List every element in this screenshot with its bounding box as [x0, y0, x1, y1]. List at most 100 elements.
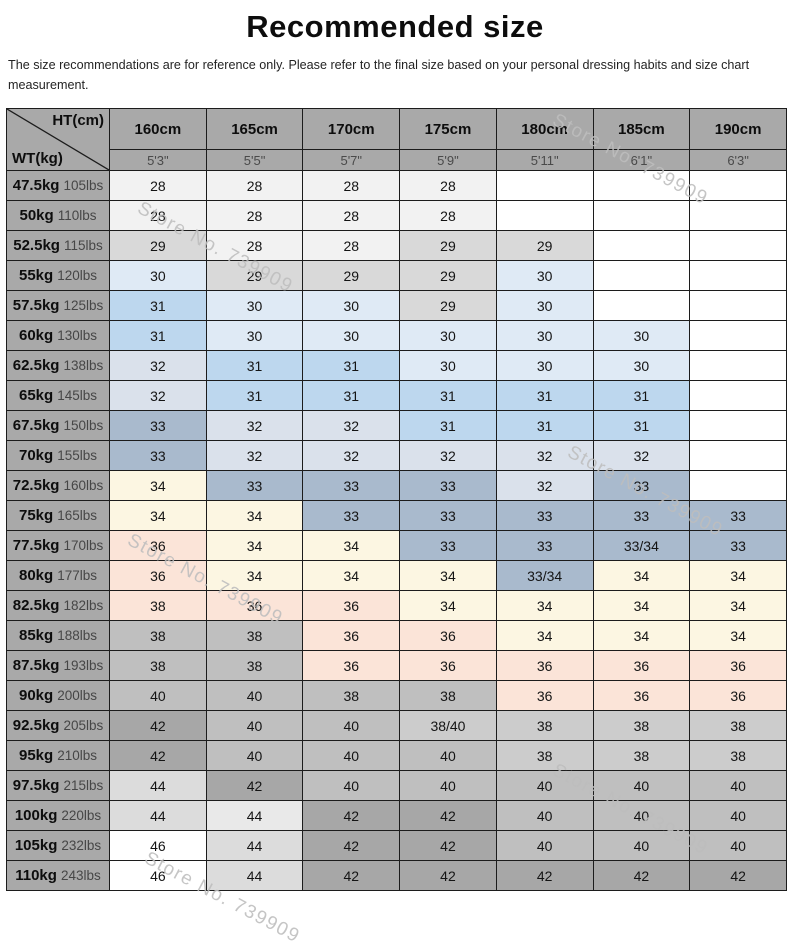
- size-cell: 34: [592, 590, 691, 622]
- size-cell: 33/34: [592, 530, 691, 562]
- size-cell: 40: [689, 800, 787, 832]
- size-cell: 34: [302, 560, 401, 592]
- table-row: 75kg 165lbs 34 34 33 33 33 33 33: [6, 500, 787, 532]
- weight-label: 97.5kg 215lbs: [6, 770, 110, 802]
- weight-kg: 100kg: [14, 807, 58, 825]
- size-cell: 44: [205, 800, 304, 832]
- size-cell: 34: [109, 470, 207, 502]
- height-axis-label: HT(cm): [52, 112, 104, 130]
- size-cell: 40: [592, 830, 691, 862]
- weight-lbs: 165lbs: [57, 508, 97, 524]
- size-cell: 38/40: [399, 710, 497, 742]
- size-cell: 29: [399, 260, 497, 292]
- size-cell: 30: [495, 350, 594, 382]
- table-row: 57.5kg 125lbs 31 30 30 29 30: [6, 290, 787, 322]
- size-cell: 32: [302, 440, 401, 472]
- weight-label: 47.5kg 105lbs: [6, 170, 110, 202]
- size-cell: 38: [302, 680, 401, 712]
- size-cell: 28: [205, 230, 304, 262]
- size-cell: 40: [302, 710, 401, 742]
- size-cell: 44: [109, 770, 207, 802]
- size-cell: 31: [399, 410, 497, 442]
- weight-label: 77.5kg 170lbs: [6, 530, 110, 562]
- weight-kg: 87.5kg: [12, 657, 60, 675]
- size-cell: 33: [592, 470, 691, 502]
- height-feet-header: 5'9": [399, 149, 497, 172]
- size-cell: 40: [205, 680, 304, 712]
- weight-lbs: 115lbs: [63, 238, 103, 254]
- corner-header-cell: HT(cm) WT(kg): [6, 108, 110, 172]
- weight-lbs: 215lbs: [63, 778, 104, 794]
- size-cell: [689, 380, 787, 412]
- size-cell: 36: [399, 620, 497, 652]
- size-cell: 40: [495, 800, 594, 832]
- height-header-175cm: 175cm: [399, 108, 497, 151]
- size-cell: 42: [592, 860, 691, 892]
- size-cell: 29: [205, 260, 304, 292]
- size-cell: 32: [495, 470, 594, 502]
- size-cell: 31: [205, 350, 304, 382]
- weight-lbs: 182lbs: [63, 598, 104, 614]
- weight-kg: 82.5kg: [12, 597, 60, 615]
- weight-kg: 65kg: [19, 387, 54, 405]
- size-cell: 42: [302, 830, 401, 862]
- size-cell: 36: [109, 530, 207, 562]
- size-cell: 42: [399, 830, 497, 862]
- weight-lbs: 130lbs: [57, 328, 97, 344]
- size-table: HT(cm) WT(kg) 160cm 165cm 170cm 175cm 180cm 1…: [6, 108, 787, 892]
- size-cell: 34: [495, 620, 594, 652]
- size-cell: 29: [109, 230, 207, 262]
- size-cell: 38: [689, 710, 787, 742]
- size-cell: 32: [205, 440, 304, 472]
- table-row: 65kg 145lbs 32 31 31 31 31 31: [6, 380, 787, 412]
- diagonal-divider: [7, 109, 109, 170]
- weight-kg: 47.5kg: [12, 177, 60, 195]
- size-cell: 40: [689, 770, 787, 802]
- table-row: 92.5kg 205lbs 42 40 40 38/40 38 38 38: [6, 710, 787, 742]
- size-cell: 31: [302, 350, 401, 382]
- size-cell: 40: [205, 710, 304, 742]
- size-cell: 36: [689, 680, 787, 712]
- size-cell: [495, 200, 594, 232]
- size-cell: 40: [399, 770, 497, 802]
- height-feet-header: 6'3": [689, 149, 787, 172]
- weight-label: 82.5kg 182lbs: [6, 590, 110, 622]
- weight-label: 100kg 220lbs: [6, 800, 110, 832]
- size-cell: 42: [399, 800, 497, 832]
- weight-kg: 80kg: [19, 567, 54, 585]
- size-cell: [592, 260, 691, 292]
- weight-kg: 50kg: [19, 207, 54, 225]
- size-cell: 40: [399, 740, 497, 772]
- size-cell: 30: [302, 290, 401, 322]
- weight-kg: 77.5kg: [12, 537, 60, 555]
- size-cell: [592, 230, 691, 262]
- size-cell: 30: [495, 290, 594, 322]
- size-cell: 33: [399, 470, 497, 502]
- weight-kg: 52.5kg: [13, 237, 60, 255]
- size-cell: 34: [205, 500, 304, 532]
- size-cell: 38: [495, 740, 594, 772]
- size-cell: 36: [592, 680, 691, 712]
- size-cell: 40: [302, 740, 401, 772]
- table-row: 82.5kg 182lbs 38 36 36 34 34 34 34: [6, 590, 787, 622]
- size-cell: 29: [302, 260, 401, 292]
- weight-lbs: 205lbs: [63, 718, 104, 734]
- disclaimer-text: The size recommendations are for referen…: [8, 58, 750, 92]
- size-cell: 29: [399, 230, 497, 262]
- weight-lbs: 160lbs: [63, 478, 104, 494]
- size-cell: 30: [495, 320, 594, 352]
- weight-lbs: 220lbs: [61, 808, 102, 824]
- size-cell: 38: [592, 710, 691, 742]
- table-row: 50kg 110lbs 28 28 28 28: [6, 200, 787, 232]
- weight-label: 50kg 110lbs: [6, 200, 110, 232]
- size-cell: [689, 410, 787, 442]
- size-cell: 28: [302, 230, 401, 262]
- size-cell: 28: [399, 200, 497, 232]
- weight-kg: 95kg: [19, 747, 54, 765]
- weight-label: 65kg 145lbs: [6, 380, 110, 412]
- weight-label: 72.5kg 160lbs: [6, 470, 110, 502]
- size-cell: 46: [109, 830, 207, 862]
- height-ft-header-row: 5'3" 5'5" 5'7" 5'9" 5'11" 6'1" 6'3": [7, 149, 787, 172]
- size-cell: [689, 290, 787, 322]
- size-cell: 31: [399, 380, 497, 412]
